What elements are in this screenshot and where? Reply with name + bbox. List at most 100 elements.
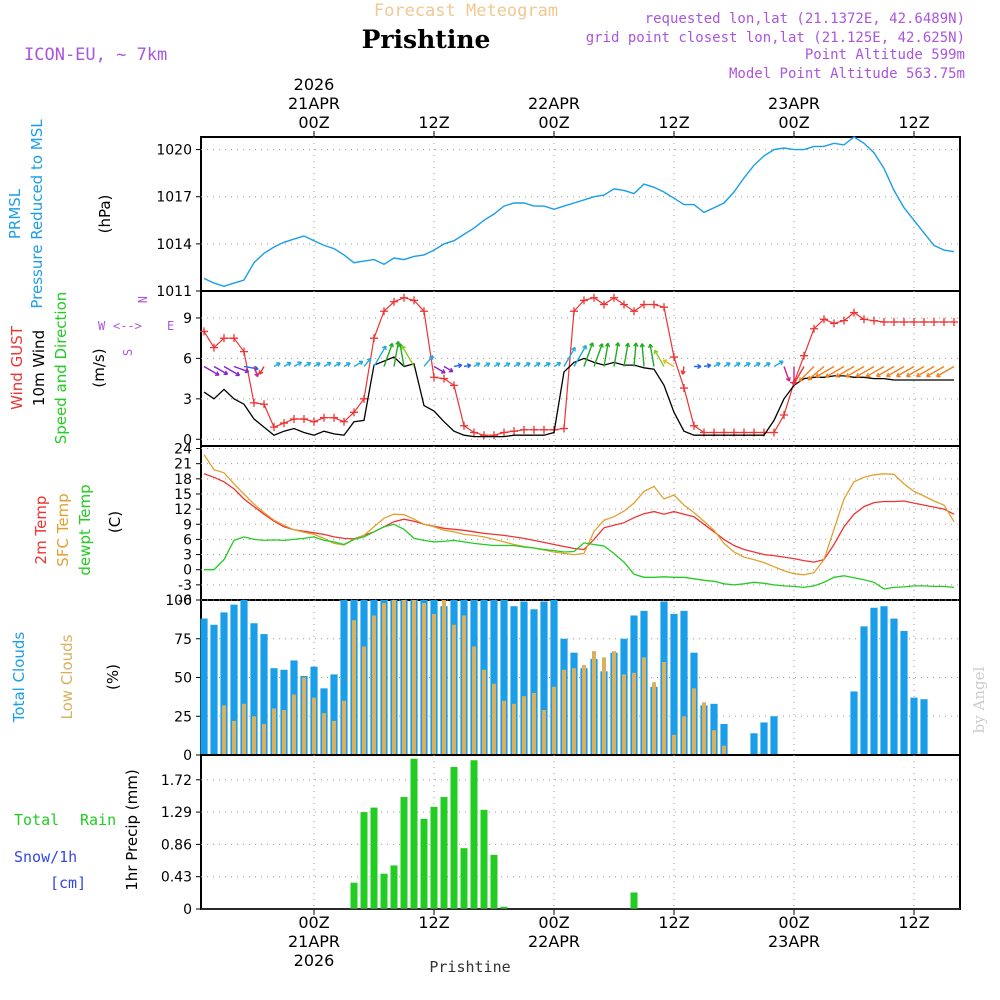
product-title: Forecast Meteogram [374,1,558,21]
total-cloud-bar [860,626,868,755]
gust-marker [650,300,658,309]
gust-marker [510,427,518,436]
precip-bar [630,892,638,909]
wind-direction-arrow [649,344,655,367]
y-tick-label: 6 [183,532,192,548]
gust-marker [590,293,598,302]
gust-marker [260,400,268,409]
gust-marker [290,415,298,424]
wind-arrow-head [716,362,721,367]
wind-arrow-head [662,359,668,365]
low-cloud-bar [362,646,366,755]
wind-arrow-head [697,363,702,370]
wind-arrow-head [475,362,481,367]
wind-arrow-head [604,342,611,348]
low-cloud-bar [322,713,326,755]
low-cloud-bar [632,672,636,755]
gust-marker [820,315,828,324]
gust-marker [680,384,688,393]
y-tick-label: 0 [183,902,192,918]
total-cloud-bar [210,624,218,755]
top-time-label: 00Z [778,113,809,132]
y-tick-label: 0.43 [161,870,192,886]
wind-arrow-head [885,372,891,378]
clouds-panel: 0 25 50 75 100 Total Clouds Low Clouds (%) [10,593,961,764]
wind-arrow-head [254,372,260,378]
gust-marker [250,398,258,407]
wind-arrow-head [286,361,292,367]
total-cloud-bar [900,631,908,755]
wind-arrow-head [401,345,406,350]
y-tick-label: 3 [183,548,192,564]
low-cloud-bar [402,600,406,755]
total-cloud-bar [910,697,918,755]
precip-bar [430,806,438,909]
wind-arrow-head [556,361,562,367]
wind-panel: 0 3 6 9 Wind GUST 10m Wind Speed and Direction… [8,290,961,448]
gust-marker [460,421,468,430]
wind-legend: Wind GUST 10m Wind Speed and Direction [8,292,70,445]
y-tick-label: -6 [178,593,192,609]
total-cloud-bar [490,600,498,755]
low-cloud-bar [382,603,386,755]
footer-location: Prishtine [429,958,510,976]
wind-unit: (m/s) [90,348,108,387]
gust-marker [620,300,628,309]
y-tick-label: 75 [174,632,192,648]
precip-bar [360,812,368,909]
wind-direction-arrow [393,341,400,367]
wind-arrow-head [326,361,332,367]
gust-marker [320,413,328,422]
low-cloud-bar [412,600,416,755]
bottom-time-label: 12Z [898,913,929,932]
wind-arrow-head [582,344,587,350]
precip-bar [420,818,428,909]
low-cloud-bar [462,615,466,755]
total-cloud-bar [520,601,528,755]
low-cloud-bar [442,600,446,755]
legend-total: Total [14,811,59,829]
wind-direction-arrow [807,365,825,381]
low-cloud-bar [342,700,346,755]
panel-frame [200,290,961,447]
bottom-time-label: 21APR [288,932,340,951]
wind-direction-arrow [798,365,815,382]
wind-direction-arrow [203,365,220,376]
wind-arrow-head [223,370,229,376]
gust-marker [310,417,318,426]
wind-arrow-head [516,362,521,367]
point-altitude: Point Altitude 599m [805,47,965,63]
total-cloud-bar [500,600,508,755]
total-cloud-bar [890,618,898,755]
compass-rose: W <--> E N S [98,296,174,356]
precip-bar [350,882,358,909]
low-cloud-bar [352,620,356,755]
wind-arrow-head [706,363,712,369]
low-cloud-bar [232,720,236,755]
wind-arrow-head [388,342,394,348]
low-cloud-bar [642,657,646,755]
gust-marker [440,374,448,383]
wind-arrow-head [276,362,281,367]
bottom-time-label: 00Z [778,913,809,932]
wind-arrow-head [589,342,595,347]
precip-bar [460,848,468,909]
total-cloud-bar [550,600,558,755]
wind-direction-arrow [835,365,855,378]
gust-marker [600,300,608,309]
precip-unit: 1hr Precip (mm) [123,769,141,890]
wind-direction-arrow [593,343,603,367]
wind-arrow-head [793,380,798,385]
temp-line-1 [203,454,955,576]
wind-direction-arrow [793,366,805,385]
low-cloud-bar [492,683,496,755]
wind-direction-arrow [363,358,372,367]
low-cloud-bar [272,708,276,755]
gust-marker [560,424,568,433]
gust-marker [610,293,618,302]
wind-direction-arrow [443,365,454,373]
low-cloud-bar [472,646,476,755]
compass-s: S [121,349,135,356]
pressure-legend: PRMSL Pressure Reduced to MSL [6,119,46,309]
